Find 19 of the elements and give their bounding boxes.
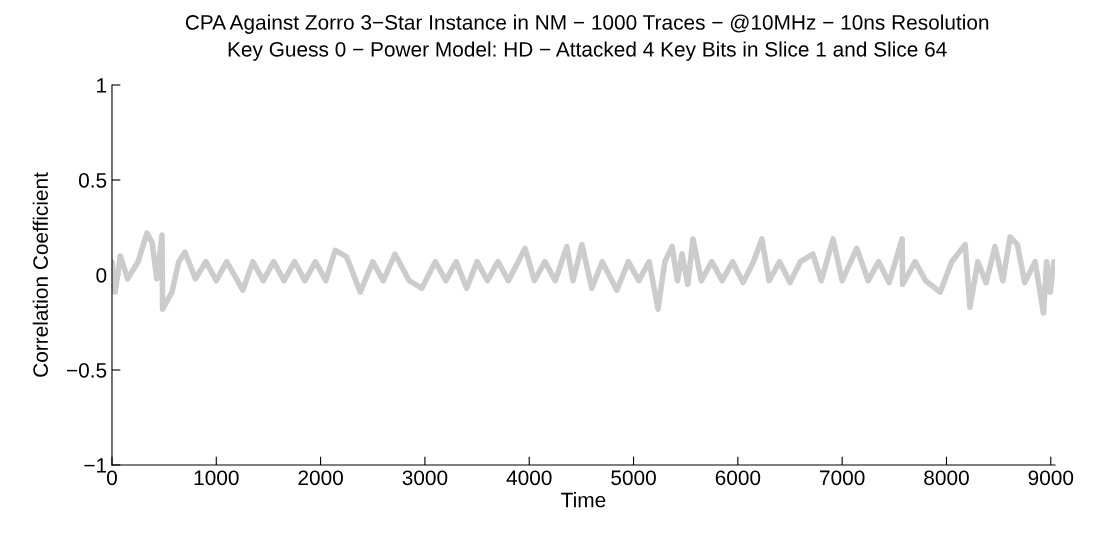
- y-tick-label: 1: [97, 78, 107, 93]
- x-tick-label: 8000: [924, 470, 969, 486]
- y-tick-label: 0: [96, 268, 107, 283]
- x-tick-label: 2000: [298, 470, 343, 486]
- x-tick-label: 4000: [506, 470, 552, 486]
- x-tick-label: 1000: [194, 470, 239, 486]
- x-tick-label: 3000: [402, 470, 448, 486]
- x-axis-title: Time: [561, 492, 606, 508]
- y-tick-label: −1: [84, 458, 107, 473]
- x-tick-label: 0: [107, 470, 117, 486]
- y-axis-title: Correlation Coefficient: [32, 172, 48, 377]
- y-tick-label: −0.5: [67, 363, 107, 378]
- x-tick-label: 9000: [1028, 470, 1074, 486]
- x-tick-label: 5000: [611, 470, 656, 486]
- y-tick-label: 0.5: [78, 173, 107, 188]
- chart-title: CPA Against Zorro 3−Star Instance in NM − 1000 Traces − @10MHz − 10ns Resolution: [185, 14, 989, 34]
- chart-subtitle: Key Guess 0 − Power Model: HD − Attacked 4 Key Bits in Slice 1 and Slice 64: [228, 41, 947, 61]
- x-tick-label: 6000: [715, 470, 761, 486]
- x-tick-label: 7000: [820, 470, 865, 486]
